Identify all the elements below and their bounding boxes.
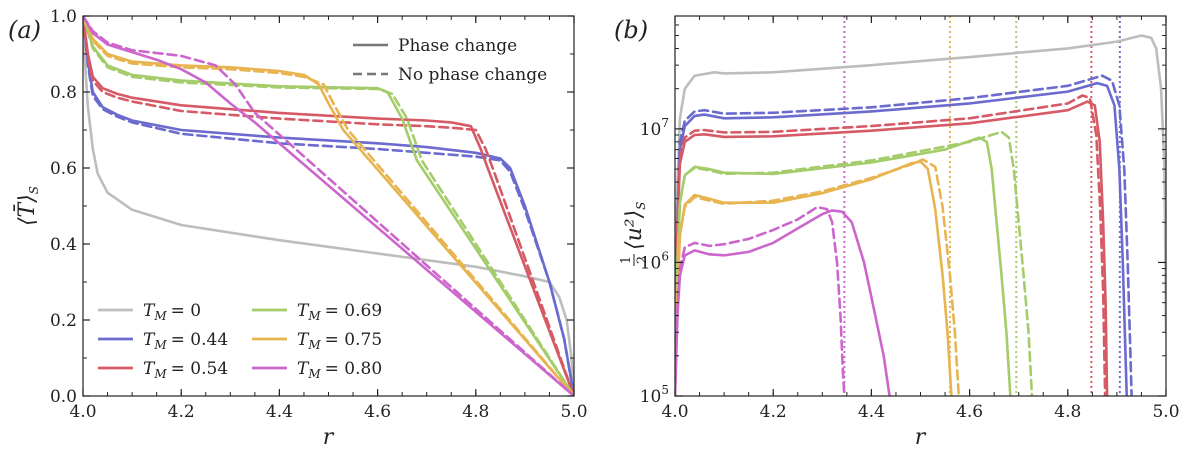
series-legend-label: TM = 0.69 (297, 301, 382, 323)
y-tick-label: 107 (640, 116, 669, 140)
a-line-tm-080-solid (83, 16, 574, 396)
panel-b: 4.0 4.2 4.4 4.6 4.8 5.0 105 106 107 (b) r 1 2 ⟨u… (614, 15, 1180, 450)
series-legend-label: TM = 0.54 (143, 359, 228, 381)
x-tick-label: 4.8 (462, 402, 489, 422)
x-tick-label: 5.0 (560, 402, 587, 422)
panel-b-label: (b) (614, 16, 648, 44)
ylabel-fraction-numerator: 1 (619, 256, 634, 264)
x-tick-label: 4.8 (1054, 402, 1081, 422)
panel-b-reference-lines (843, 16, 1121, 396)
ylabel-main: ⟨u²⟩S (622, 202, 648, 250)
b-line-tm-0-solid (675, 34, 1166, 396)
panel-b-ylabel: 1 2 ⟨u²⟩S (619, 202, 650, 266)
a-line-tm-075-solid (83, 16, 574, 396)
y-tick-label: 0.6 (50, 159, 77, 179)
x-tick-label: 4.2 (168, 402, 195, 422)
panel-b-series (675, 34, 1166, 396)
x-tick-label: 4.0 (69, 402, 96, 422)
series-legend-label: TM = 0.80 (297, 359, 382, 381)
ylabel-fraction-denominator: 2 (635, 256, 650, 264)
x-tick-label: 4.2 (760, 402, 787, 422)
b-line-tm-080-solid (675, 209, 891, 396)
a-line-tm-054-dashed (83, 16, 574, 396)
b-line-tm-080-dashed (675, 205, 846, 396)
series-legend-label: TM = 0 (143, 301, 201, 323)
x-tick-label: 4.0 (661, 402, 688, 422)
x-tick-label: 4.6 (364, 402, 391, 422)
panel-a: 4.0 4.2 4.4 4.6 4.8 5.0 0.0 0.2 0.4 0.6 0.8 1.0 (a)… (8, 7, 588, 450)
x-tick-label: 5.0 (1152, 402, 1179, 422)
panel-a-series (83, 16, 574, 396)
b-line-tm-069-dashed (675, 130, 1034, 396)
b-line-tm-075-solid (675, 160, 953, 396)
y-tick-label: 106 (640, 249, 669, 273)
a-line-tm-054-solid (83, 16, 574, 396)
a-line-tm-075-dashed (83, 16, 574, 396)
y-tick-label: 1.0 (50, 7, 77, 27)
b-line-tm-054-solid (675, 100, 1109, 396)
panel-b-xlabel: r (915, 425, 927, 450)
y-tick-label: 0.8 (50, 83, 77, 103)
style-legend-label: Phase change (398, 36, 517, 56)
a-line-tm-044-dashed (83, 16, 574, 396)
a-line-tm-080-dashed (83, 16, 574, 396)
b-line-tm-044-dashed (675, 74, 1133, 396)
panel-a-xlabel: r (323, 425, 335, 450)
x-tick-label: 4.6 (956, 402, 983, 422)
y-tick-label: 105 (640, 383, 669, 407)
series-legend: TM = 0 TM = 0.44 TM = 0.54 TM = 0.69 TM = 0.75 TM =… (98, 301, 382, 381)
b-line-tm-044-solid (675, 81, 1129, 396)
a-line-tm-0-solid (83, 16, 574, 396)
style-legend-label: No phase change (398, 65, 547, 85)
y-tick-label: 0.0 (50, 387, 77, 407)
panel-a-label: (a) (8, 16, 41, 44)
series-legend-label: TM = 0.44 (143, 330, 228, 352)
a-line-tm-069-dashed (83, 16, 574, 396)
style-legend: Phase change No phase change (353, 36, 547, 85)
b-line-tm-075-dashed (675, 158, 961, 396)
y-tick-label: 0.4 (50, 235, 77, 255)
panel-a-ticks: 4.0 4.2 4.4 4.6 4.8 5.0 0.0 0.2 0.4 0.6 0.8 1.0 (50, 7, 588, 422)
y-tick-label: 0.2 (50, 311, 77, 331)
x-tick-label: 4.4 (266, 402, 293, 422)
panel-b-ticks: 4.0 4.2 4.4 4.6 4.8 5.0 105 106 107 (640, 15, 1180, 422)
panel-a-ylabel: ⟨T̄⟩S (13, 186, 41, 226)
x-tick-label: 4.4 (858, 402, 885, 422)
series-legend-label: TM = 0.75 (297, 330, 382, 352)
b-line-tm-054-dashed (675, 94, 1107, 396)
